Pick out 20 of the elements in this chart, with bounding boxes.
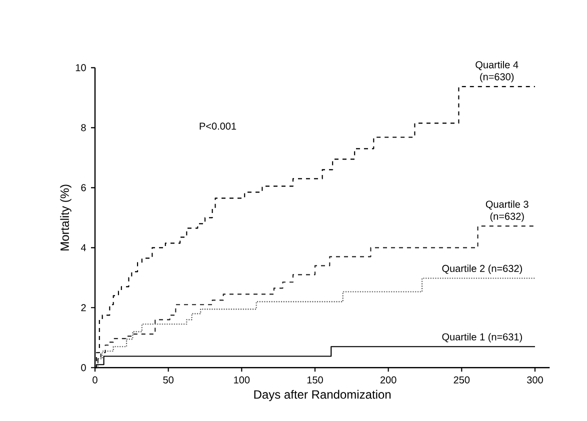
series-label: Quartile 1 (n=631) bbox=[442, 333, 522, 342]
y-tick-label: 2 bbox=[81, 304, 86, 312]
y-axis-title: Mortality (%) bbox=[60, 184, 72, 250]
y-tick-label: 10 bbox=[76, 64, 86, 72]
x-tick-label: 150 bbox=[307, 376, 323, 384]
y-tick-label: 4 bbox=[80, 244, 86, 252]
x-tick-label: 200 bbox=[380, 376, 396, 384]
series-label: Quartile 3 (n=632) bbox=[486, 200, 528, 222]
x-tick-label: 250 bbox=[454, 376, 470, 384]
x-tick-label: 0 bbox=[92, 376, 98, 384]
annotation: P<0.001 bbox=[200, 122, 236, 130]
y-tick-label: 8 bbox=[81, 124, 86, 132]
x-axis-title: Days after Randomization bbox=[254, 390, 391, 402]
x-tick-label: 50 bbox=[163, 376, 174, 384]
y-tick-label: 6 bbox=[81, 184, 86, 192]
y-tick-label: 0 bbox=[81, 364, 86, 372]
series-label: Quartile 4 (n=630) bbox=[476, 60, 518, 82]
x-tick-label: 100 bbox=[234, 376, 250, 384]
x-tick-label: 300 bbox=[527, 376, 543, 384]
series-label: Quartile 2 (n=632) bbox=[442, 264, 522, 274]
